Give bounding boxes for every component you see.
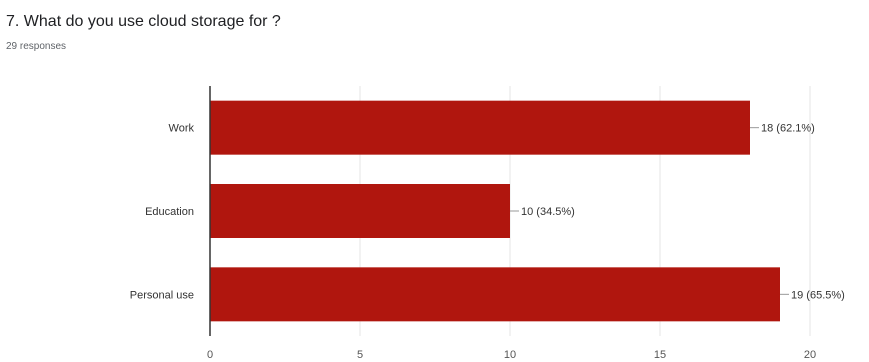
bar-work	[210, 100, 750, 155]
bars	[210, 100, 780, 322]
question-title: 7. What do you use cloud storage for ?	[6, 13, 281, 30]
category-label: Work	[169, 123, 195, 135]
data-label: 18 (62.1%)	[761, 123, 815, 135]
x-tick-label: 5	[357, 349, 363, 361]
bar-education	[210, 184, 510, 238]
x-tick-label: 20	[804, 349, 816, 361]
response-count: 29 responses	[6, 41, 67, 52]
x-tick-label: 10	[504, 349, 516, 361]
x-tick-label: 15	[654, 349, 666, 361]
category-label: Education	[145, 206, 194, 218]
labels: 0 5 10 15 20 Work 18 (62.1%) Education 10 (34.5%…	[130, 123, 845, 361]
data-label: 19 (65.5%)	[791, 289, 845, 301]
category-label: Personal use	[130, 289, 194, 301]
x-tick-label: 0	[207, 349, 213, 361]
bar-personal-use	[210, 267, 780, 322]
data-label: 10 (34.5%)	[521, 206, 575, 218]
